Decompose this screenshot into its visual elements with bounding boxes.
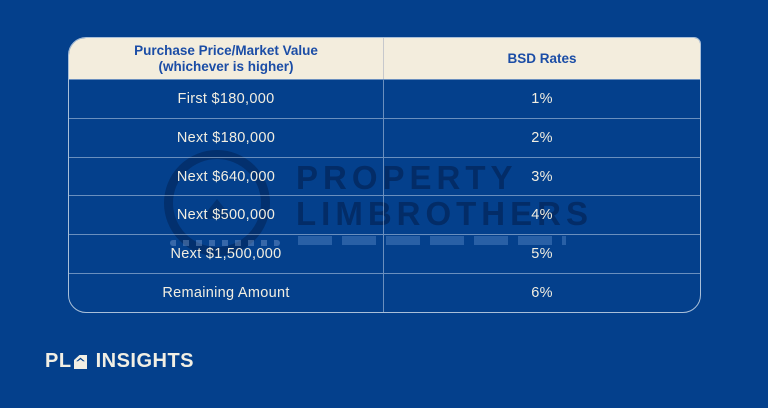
tier-cell: Next $500,000 (69, 196, 384, 235)
table-header-row: Purchase Price/Market Value (whichever i… (69, 38, 700, 79)
plb-insights-logo: PL INSIGHTS (45, 350, 194, 373)
bsd-rates-table: Purchase Price/Market Value (whichever i… (68, 37, 701, 313)
rate-cell: 3% (531, 168, 553, 185)
header-col1-line1: Purchase Price/Market Value (134, 42, 318, 58)
brand-prefix: PL (45, 350, 72, 372)
table-row: Next $1,500,000 5% (69, 234, 700, 274)
rate-cell: 1% (531, 90, 553, 107)
table-row: Next $180,000 2% (69, 117, 700, 157)
rate-cell: 5% (531, 246, 553, 263)
tier-cell: Next $640,000 (69, 157, 384, 196)
table-row: Next $640,000 3% (69, 156, 700, 196)
rate-cell: 2% (531, 129, 553, 146)
tier-cell: Next $180,000 (69, 118, 384, 157)
brand-suffix: INSIGHTS (95, 350, 195, 372)
header-col1-line2: (whichever is higher) (158, 58, 294, 74)
header-col2-label: BSD Rates (507, 50, 577, 66)
table-row: Next $500,000 4% (69, 195, 700, 235)
header-cell-bsd-rates: BSD Rates (384, 38, 700, 79)
tier-cell: First $180,000 (69, 80, 384, 118)
rate-cell: 6% (531, 285, 553, 302)
table-row: Remaining Amount 6% (69, 273, 700, 312)
rate-cell: 4% (531, 207, 553, 224)
tier-cell: Next $1,500,000 (69, 235, 384, 274)
table-row: First $180,000 1% (69, 79, 700, 118)
plb-b-glyph-icon (73, 354, 88, 370)
tier-cell: Remaining Amount (69, 274, 384, 312)
header-cell-purchase-price: Purchase Price/Market Value (whichever i… (69, 38, 384, 79)
